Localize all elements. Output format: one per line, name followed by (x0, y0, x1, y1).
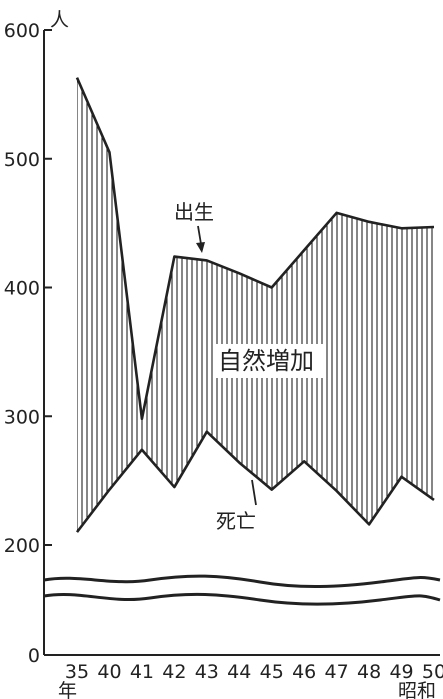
x-year-suffix: 年 (58, 680, 77, 699)
y-unit-label: 人 (50, 9, 69, 31)
x-tick-label-42: 42 (162, 661, 186, 683)
x-tick-label-45: 45 (260, 661, 284, 683)
natural-increase-label: 自然増加 (218, 347, 314, 375)
x-tick-label-44: 44 (227, 661, 251, 683)
x-tick-label-40: 40 (97, 661, 121, 683)
death-pointer (252, 480, 256, 505)
x-tick-label-41: 41 (130, 661, 154, 683)
birth-pointer-arrowhead (196, 242, 205, 253)
y-tick-label-400: 400 (4, 278, 40, 300)
death-series-label: 死亡 (216, 509, 256, 533)
x-tick-label-47: 47 (325, 661, 349, 683)
x-tick-label-43: 43 (195, 661, 219, 683)
axis-break-lower (44, 594, 440, 604)
y-tick-label-500: 500 (4, 149, 40, 171)
birth-series-label: 出生 (174, 200, 214, 224)
y-tick-label-300: 300 (4, 406, 40, 428)
y-tick-label-600: 600 (4, 20, 40, 42)
axis-break-upper (44, 576, 440, 586)
x-era-label: 昭和 (398, 680, 436, 699)
y-tick-label-200: 200 (4, 535, 40, 557)
x-tick-label-48: 48 (357, 661, 381, 683)
y-tick-label-0: 0 (28, 645, 40, 667)
x-tick-label-46: 46 (292, 661, 316, 683)
